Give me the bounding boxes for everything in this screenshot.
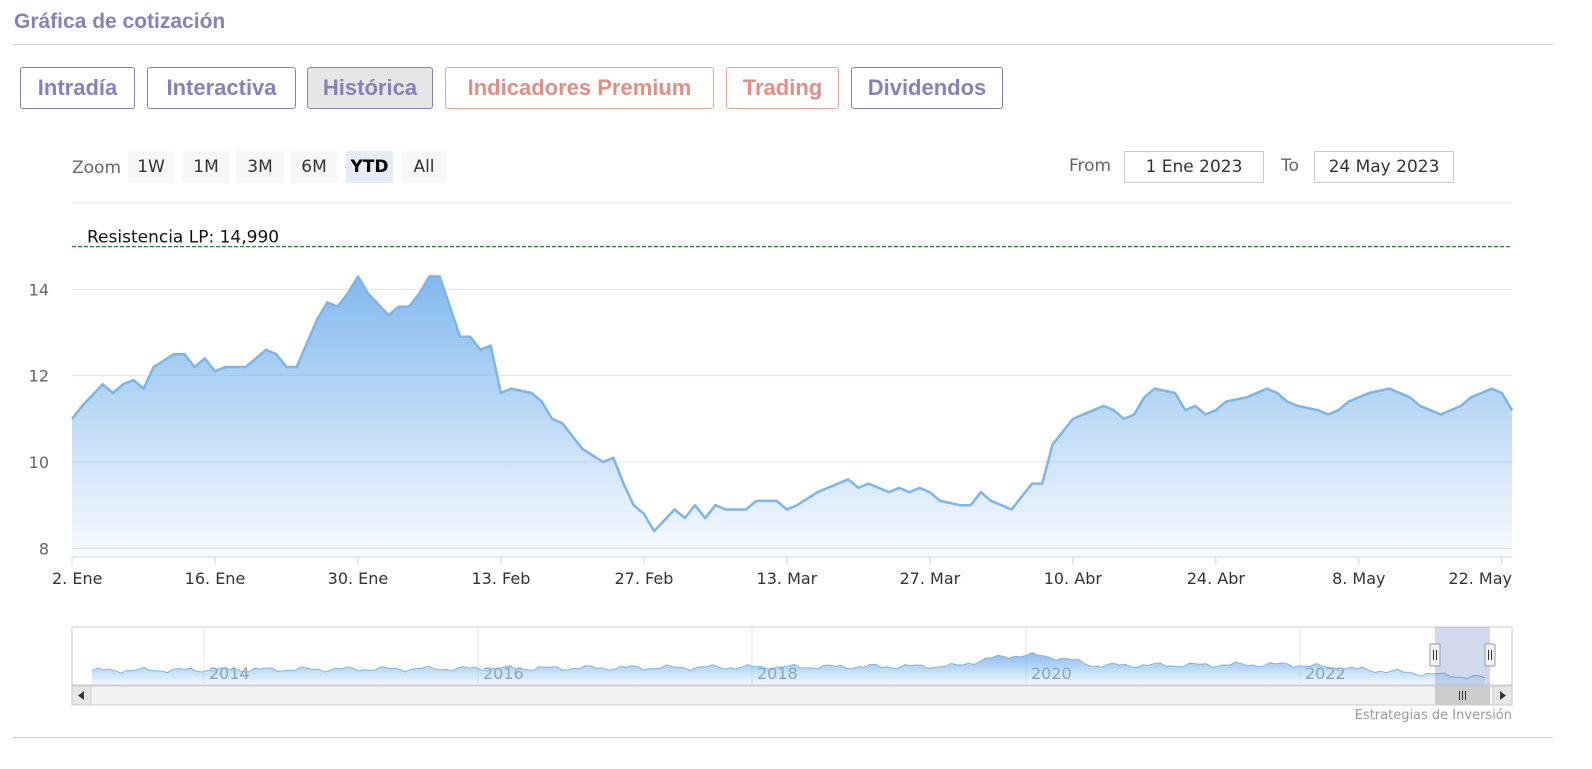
- series-area: [72, 276, 1512, 557]
- tab-indicadores-premium[interactable]: Indicadores Premium: [445, 67, 714, 109]
- range-from-input[interactable]: 1 Ene 2023: [1124, 151, 1264, 183]
- navigator-handle-right[interactable]: [1484, 643, 1496, 667]
- navigator-selection: [1435, 627, 1490, 685]
- chart-credits[interactable]: Estrategias de Inversión: [1354, 708, 1512, 723]
- x-tick-label: 16. Ene: [185, 569, 246, 588]
- zoom-button-6m[interactable]: 6M: [291, 151, 337, 183]
- range-to-label: To: [1281, 156, 1299, 176]
- navigator-line: [91, 652, 1486, 680]
- navigator: 20142016201820202022: [71, 626, 1513, 686]
- scrollbar-track: [71, 685, 1513, 706]
- x-tick-label: 10. Abr: [1044, 569, 1103, 588]
- navigator-handle-left[interactable]: [1429, 643, 1441, 667]
- zoom-button-1w[interactable]: 1W: [128, 151, 174, 183]
- range-to-input[interactable]: 24 May 2023: [1314, 151, 1454, 183]
- tab-interactiva[interactable]: Interactiva: [147, 67, 296, 109]
- y-tick-label: 8: [39, 539, 49, 558]
- title-divider: [13, 44, 1553, 45]
- x-tick-label: 8. May: [1332, 569, 1385, 588]
- zoom-button-3m[interactable]: 3M: [237, 151, 283, 183]
- x-tick-label: 13. Mar: [757, 569, 818, 588]
- tab-trading[interactable]: Trading: [726, 67, 839, 109]
- x-tick-label: 13. Feb: [472, 569, 531, 588]
- chevron-left-icon: [78, 691, 84, 700]
- x-tick-label: 24. Abr: [1187, 569, 1246, 588]
- scroll-left-button[interactable]: [71, 685, 92, 706]
- zoom-button-all[interactable]: All: [401, 151, 447, 183]
- y-tick-label: 12: [29, 367, 49, 386]
- navigator-area: [92, 652, 1485, 685]
- y-tick-label: 14: [29, 280, 49, 299]
- x-tick-label: 27. Mar: [900, 569, 961, 588]
- scroll-right-button[interactable]: [1492, 685, 1513, 706]
- series-line: [71, 275, 1514, 533]
- chevron-right-icon: [1500, 691, 1506, 700]
- resistance-label: Resistencia LP: 14,990: [87, 228, 279, 248]
- tab-histórica[interactable]: Histórica: [307, 67, 433, 109]
- range-from-label: From: [1069, 156, 1112, 176]
- x-tick-label: 22. May: [1448, 569, 1512, 588]
- zoom-button-ytd[interactable]: YTD: [346, 151, 393, 183]
- y-tick-label: 10: [29, 453, 49, 472]
- x-tick-label: 27. Feb: [614, 569, 673, 588]
- tab-dividendos[interactable]: Dividendos: [851, 67, 1003, 109]
- chart-section-title: Gráfica de cotización: [14, 10, 226, 33]
- tab-intradía[interactable]: Intradía: [20, 67, 135, 109]
- navigator-scrollbar[interactable]: [71, 685, 1513, 706]
- bottom-divider: [13, 737, 1553, 738]
- x-tick-label: 2. Ene: [52, 569, 102, 588]
- zoom-button-1m[interactable]: 1M: [183, 151, 229, 183]
- x-tick-label: 30. Ene: [328, 569, 389, 588]
- zoom-label: Zoom: [72, 158, 122, 178]
- scrollbar-thumb[interactable]: [1435, 686, 1490, 705]
